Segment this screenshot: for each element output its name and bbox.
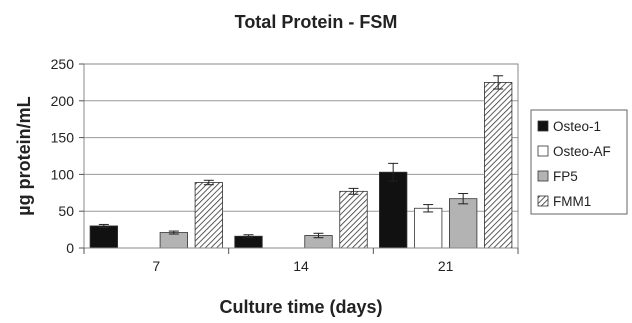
error-bar-osteo-1-14 [243, 234, 254, 239]
y-tick-label-0: 0 [66, 240, 74, 256]
legend-label-fp5: FP5 [553, 169, 578, 184]
bar-fp5-7 [159, 232, 188, 249]
bar-fmm1-14 [339, 190, 368, 249]
error-bar-osteo-1-21 [388, 162, 399, 182]
x-axis-label: Culture time (days) [219, 297, 382, 317]
x-tick-label-14: 14 [293, 258, 309, 274]
gridlines [84, 100, 518, 212]
error-bar-fmm1-14 [348, 187, 359, 195]
bar-fmm1-21 [484, 82, 513, 249]
legend-label-osteo-af: Osteo-AF [553, 144, 611, 159]
legend: Osteo-1 Osteo-AF FP5 FMM1 [530, 109, 628, 215]
legend-swatch-fp5 [537, 170, 549, 182]
bars [89, 75, 513, 249]
error-bar-osteo-af-21 [423, 204, 434, 213]
legend-label-osteo-1: Osteo-1 [553, 119, 601, 134]
error-bar-fmm1-7 [203, 179, 214, 186]
error-bar-fmm1-21 [493, 75, 504, 90]
bar-fp5-21 [449, 198, 478, 249]
legend-swatch-fmm1 [537, 195, 549, 207]
axes: 0 50 100 150 200 250 7 14 21 [51, 56, 519, 274]
error-bar-fp5-7 [168, 230, 179, 235]
chart-title: Total Protein - FSM [235, 12, 398, 32]
legend-swatch-osteo-1 [537, 120, 549, 132]
x-tick-label-21: 21 [438, 258, 454, 274]
y-tick-label-4: 200 [51, 93, 75, 109]
legend-swatch-osteo-af [537, 145, 549, 157]
bar-osteo-1-21 [379, 171, 408, 249]
y-tick-label-2: 100 [51, 166, 75, 182]
error-bar-fp5-21 [458, 193, 469, 205]
bar-osteo-af-21 [414, 207, 443, 249]
x-tick-label-7: 7 [152, 258, 160, 274]
error-bar-osteo-1-7 [98, 223, 109, 228]
plot-area-frame [83, 63, 519, 249]
y-tick-label-5: 250 [51, 56, 75, 72]
y-tick-label-3: 150 [51, 130, 75, 146]
y-axis-label: µg protein/mL [14, 96, 34, 215]
y-tick-label-1: 50 [58, 203, 74, 219]
bar-osteo-1-7 [89, 225, 118, 249]
error-bar-fp5-14 [313, 232, 324, 239]
legend-label-fmm1: FMM1 [553, 194, 591, 209]
bar-fmm1-7 [194, 182, 223, 249]
